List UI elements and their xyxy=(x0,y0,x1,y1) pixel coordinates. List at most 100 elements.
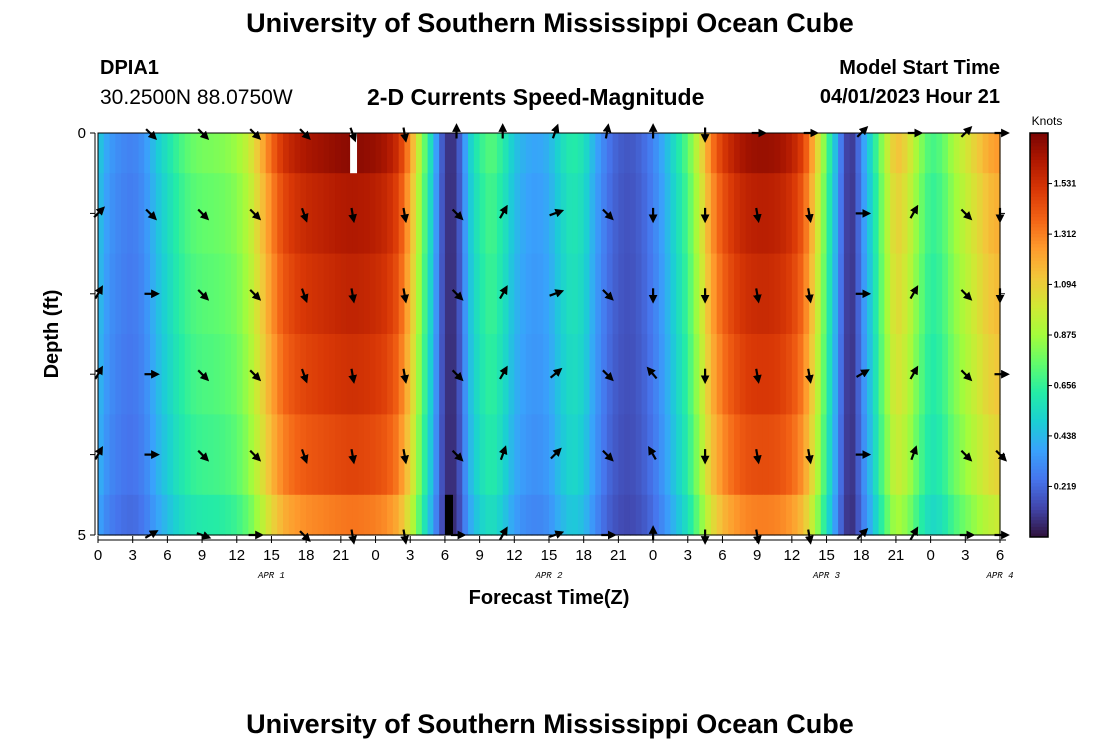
heatmap-cell xyxy=(635,334,643,415)
heatmap-cell xyxy=(537,173,544,255)
heatmap-cell xyxy=(433,133,440,174)
heatmap-cell xyxy=(421,253,429,335)
heatmap-cell xyxy=(485,173,492,255)
heatmap-cell xyxy=(248,253,255,335)
heatmap-cell xyxy=(803,414,810,496)
current-arrow xyxy=(909,204,919,219)
heatmap-cell xyxy=(745,253,752,335)
colorbar-segment xyxy=(1030,237,1048,242)
heatmap-cell xyxy=(138,414,145,496)
heatmap-cell xyxy=(416,414,423,496)
heatmap-cell xyxy=(514,133,521,174)
heatmap-cell xyxy=(895,253,903,335)
heatmap-cell xyxy=(843,173,851,255)
heatmap-cell xyxy=(404,414,411,496)
heatmap-cell xyxy=(387,334,394,415)
heatmap-cell xyxy=(115,133,122,174)
heatmap-cell xyxy=(797,334,805,415)
heatmap-cell xyxy=(508,173,515,255)
heatmap-cell xyxy=(103,494,111,536)
heatmap-cell xyxy=(398,414,406,496)
heatmap-cell xyxy=(768,133,776,174)
heatmap-cell xyxy=(369,173,377,255)
heatmap-cell xyxy=(878,414,885,496)
heatmap-cell xyxy=(901,334,909,415)
heatmap-cell xyxy=(670,133,677,174)
heatmap-cell xyxy=(959,414,966,496)
colorbar-segment xyxy=(1030,308,1048,312)
heatmap-cell xyxy=(248,414,255,496)
heatmap-cell xyxy=(612,414,619,496)
heatmap-cell xyxy=(768,414,776,496)
colorbar-segment xyxy=(1030,489,1048,494)
heatmap-cell xyxy=(693,334,700,415)
colorbar-segment xyxy=(1030,335,1048,339)
heatmap-cell xyxy=(583,414,591,496)
heatmap-cell xyxy=(982,133,990,174)
heatmap-cell xyxy=(757,173,764,255)
colorbar-segment xyxy=(1030,176,1048,181)
colorbar-segment xyxy=(1030,355,1048,360)
heatmap-cell xyxy=(803,173,810,255)
heatmap-cell xyxy=(329,253,336,335)
heatmap-cell xyxy=(971,494,978,536)
y-axis: 05 xyxy=(78,125,1005,544)
heatmap-cell xyxy=(838,334,845,415)
heatmap-cell xyxy=(300,133,307,174)
day-label: APR 1 xyxy=(257,571,285,581)
heatmap-cell xyxy=(658,173,666,255)
heatmap-cell xyxy=(820,133,828,174)
heatmap-cell xyxy=(514,494,521,536)
heatmap-cell xyxy=(791,334,799,415)
heatmap-cell xyxy=(762,334,770,415)
heatmap-cell xyxy=(543,414,550,496)
heatmap-cell xyxy=(589,173,596,255)
heatmap-cell xyxy=(947,414,955,496)
current-arrow xyxy=(400,449,409,465)
heatmap-cell xyxy=(624,133,631,174)
heatmap-cell xyxy=(375,253,382,335)
heatmap-cell xyxy=(832,334,839,415)
heatmap-cell xyxy=(953,173,961,255)
heatmap-cell xyxy=(421,133,429,174)
heatmap-cell xyxy=(514,253,521,335)
heatmap-cell xyxy=(780,173,787,255)
heatmap-cell xyxy=(502,494,510,536)
heatmap-cell xyxy=(867,494,874,536)
heatmap-cell xyxy=(681,494,689,536)
heatmap-cell xyxy=(710,414,718,496)
heatmap-cell xyxy=(641,133,648,174)
page-title: University of Southern Mississippi Ocean… xyxy=(246,8,854,38)
current-arrow xyxy=(753,207,762,224)
heatmap-cell xyxy=(797,494,805,536)
heatmap-cell xyxy=(734,414,741,496)
heatmap-cell xyxy=(780,494,787,536)
heatmap-cell xyxy=(832,494,839,536)
heatmap-cell xyxy=(121,334,128,415)
heatmap-cell xyxy=(103,173,111,255)
heatmap-cell xyxy=(196,173,203,255)
heatmap-cell xyxy=(843,334,851,415)
heatmap-cell xyxy=(525,414,533,496)
heatmap-cell xyxy=(323,494,330,536)
heatmap-cell xyxy=(531,133,539,174)
heatmap-cell xyxy=(317,253,325,335)
current-arrow xyxy=(400,288,409,304)
colorbar-segment xyxy=(1030,294,1048,299)
heatmap-cell xyxy=(416,173,423,255)
heatmap-cell xyxy=(872,414,880,496)
colorbar-segment xyxy=(1030,284,1048,289)
heatmap-cell xyxy=(277,173,284,255)
heatmap-cell xyxy=(225,334,232,415)
heatmap-cell xyxy=(786,414,793,496)
heatmap-cell xyxy=(681,334,689,415)
heatmap-cell xyxy=(242,253,249,335)
colorbar-segment xyxy=(1030,452,1048,457)
heatmap-cell xyxy=(508,494,515,536)
heatmap-cell xyxy=(433,494,440,536)
heatmap-cell xyxy=(774,414,781,496)
heatmap-cell xyxy=(716,133,724,174)
heatmap-cell xyxy=(549,133,556,174)
heatmap-cell xyxy=(462,133,469,174)
